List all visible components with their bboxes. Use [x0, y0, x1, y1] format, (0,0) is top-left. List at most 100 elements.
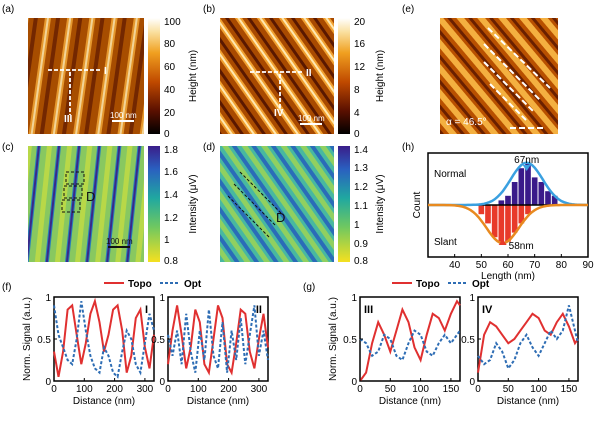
peak-marker-slant — [498, 239, 507, 245]
x-tick-label: 40 — [449, 260, 461, 271]
angle-guides — [483, 27, 551, 129]
x-axis-label: Distance (nm) — [73, 396, 135, 407]
bar-slant — [518, 205, 525, 224]
x-tick-label: 100 — [76, 384, 93, 395]
x-tick-label: 100 — [530, 384, 547, 395]
panel-label-h: (h) — [402, 142, 414, 153]
colorbar-d-label: Intensity (μV) — [375, 174, 386, 233]
y-axis-label: Norm. Signal (a.u.) — [328, 297, 339, 381]
histogram-h: 67nm 58nm Normal Slant 40 50 60 70 80 90 Length (n… — [412, 152, 594, 282]
x-tick-label: 300 — [251, 384, 268, 395]
x-tick-label: 0 — [475, 384, 481, 395]
cb-b-tick: 0 — [354, 129, 360, 140]
y-tick-label: 1 — [159, 293, 165, 304]
y-tick-label: 1 — [351, 293, 357, 304]
legend-f: Topo Opt — [104, 279, 202, 290]
cb-d-tick: 1.2 — [354, 182, 368, 193]
bar-slant — [485, 205, 491, 224]
cb-c-tick: 1.8 — [164, 145, 178, 156]
panel-label-b: (b) — [203, 4, 215, 15]
profile-label: II — [256, 304, 262, 316]
y-tick-label: 0.5 — [37, 335, 51, 346]
profile-label: I — [145, 304, 148, 316]
x-axis-label: Distance (nm) — [379, 396, 441, 407]
x-axis-label: Distance (nm) — [497, 396, 559, 407]
cb-d-tick: 1 — [354, 220, 360, 231]
line-chart-III: 0 50 100 150 0 0.5 1 Distance (nm) Norm. Signal … — [328, 293, 461, 407]
cb-a-tick: 20 — [164, 108, 176, 119]
peak-marker-normal — [522, 165, 531, 171]
colorbar-a-ticks: 100 80 60 40 20 0 — [164, 17, 181, 140]
bar-slant — [478, 205, 485, 215]
colorbar-b-label: Height (nm) — [375, 50, 386, 102]
cb-d-tick: 0.9 — [354, 239, 368, 250]
bar-slant — [505, 205, 511, 242]
bar-normal — [525, 163, 531, 205]
series-topo — [359, 299, 461, 382]
optical-image-c — [28, 146, 144, 262]
panel-label-a: (a) — [2, 4, 14, 15]
series-topo — [167, 305, 269, 376]
y-tick-label: 1 — [469, 293, 475, 304]
series-opt — [167, 305, 269, 373]
afm-image-b — [220, 18, 334, 134]
cb-c-tick: 1 — [164, 235, 170, 246]
series-opt — [53, 301, 155, 379]
y-tick-label: 0 — [159, 377, 165, 388]
cb-a-tick: 60 — [164, 62, 176, 73]
bar-normal — [511, 182, 518, 205]
bar-slant — [498, 205, 505, 242]
colorbar-c — [148, 146, 160, 262]
colorbar-d — [338, 146, 350, 262]
x-tick-label: 70 — [529, 260, 541, 271]
mark-IV: IV — [274, 108, 284, 119]
colorbar-a — [148, 18, 160, 134]
y-tick-label: 0.5 — [151, 335, 165, 346]
x-tick-label: 0 — [357, 384, 363, 395]
y-tick-label: 0 — [469, 377, 475, 388]
legend-opt-g: Opt — [472, 279, 490, 290]
legend-g: Topo Opt — [392, 279, 490, 290]
y-axis-label: Norm. Signal (a.u.) — [22, 297, 33, 381]
cb-a-tick: 0 — [164, 129, 170, 140]
panel-label-c: (c) — [2, 142, 14, 153]
cb-d-tick: 1.1 — [354, 201, 368, 212]
x-tick-label: 60 — [502, 260, 514, 271]
bar-normal — [531, 177, 538, 205]
y-tick-label: 0.5 — [461, 335, 475, 346]
cb-b-tick: 8 — [354, 85, 360, 96]
colorbar-c-label: Intensity (μV) — [188, 174, 199, 233]
colorbar-b — [338, 18, 350, 134]
x-axis-label: Distance (nm) — [187, 396, 249, 407]
afm-image-a — [28, 18, 144, 134]
x-tick-label: 100 — [412, 384, 429, 395]
series-topo — [477, 311, 579, 373]
x-tick-label: 0 — [51, 384, 57, 395]
series-opt — [477, 305, 579, 371]
profile-label: III — [364, 304, 373, 316]
scalebar-b-label: 100 nm — [298, 114, 325, 123]
d-label-d: D — [276, 210, 285, 225]
profile-label: IV — [482, 304, 493, 316]
x-tick-label: 50 — [476, 260, 488, 271]
cb-a-tick: 40 — [164, 85, 176, 96]
mark-II: II — [306, 68, 312, 79]
cb-a-tick: 80 — [164, 39, 176, 50]
cb-b-tick: 16 — [354, 39, 366, 50]
line-chart-IV: 0 50 100 150 0 0.5 1 Distance (nm) IV — [461, 293, 579, 407]
scalebar-a-label: 100 nm — [110, 111, 137, 120]
bar-normal — [498, 200, 505, 205]
x-tick-label: 0 — [165, 384, 171, 395]
peak-label-normal: 67nm — [514, 155, 539, 166]
line-chart-I: 0 100 200 300 0 0.5 1 Distance (nm) Norm. Signal… — [22, 293, 155, 407]
panel-label-g: (g) — [303, 282, 315, 293]
cb-b-tick: 12 — [354, 62, 366, 73]
x-tick-label: 200 — [220, 384, 237, 395]
cb-d-tick: 0.8 — [354, 256, 368, 267]
cb-d-tick: 1.3 — [354, 163, 368, 174]
colorbar-a-label: Height (nm) — [188, 50, 199, 102]
y-axis-label: Count — [412, 191, 423, 218]
x-tick-label: 150 — [561, 384, 578, 395]
cb-a-tick: 100 — [164, 17, 181, 28]
